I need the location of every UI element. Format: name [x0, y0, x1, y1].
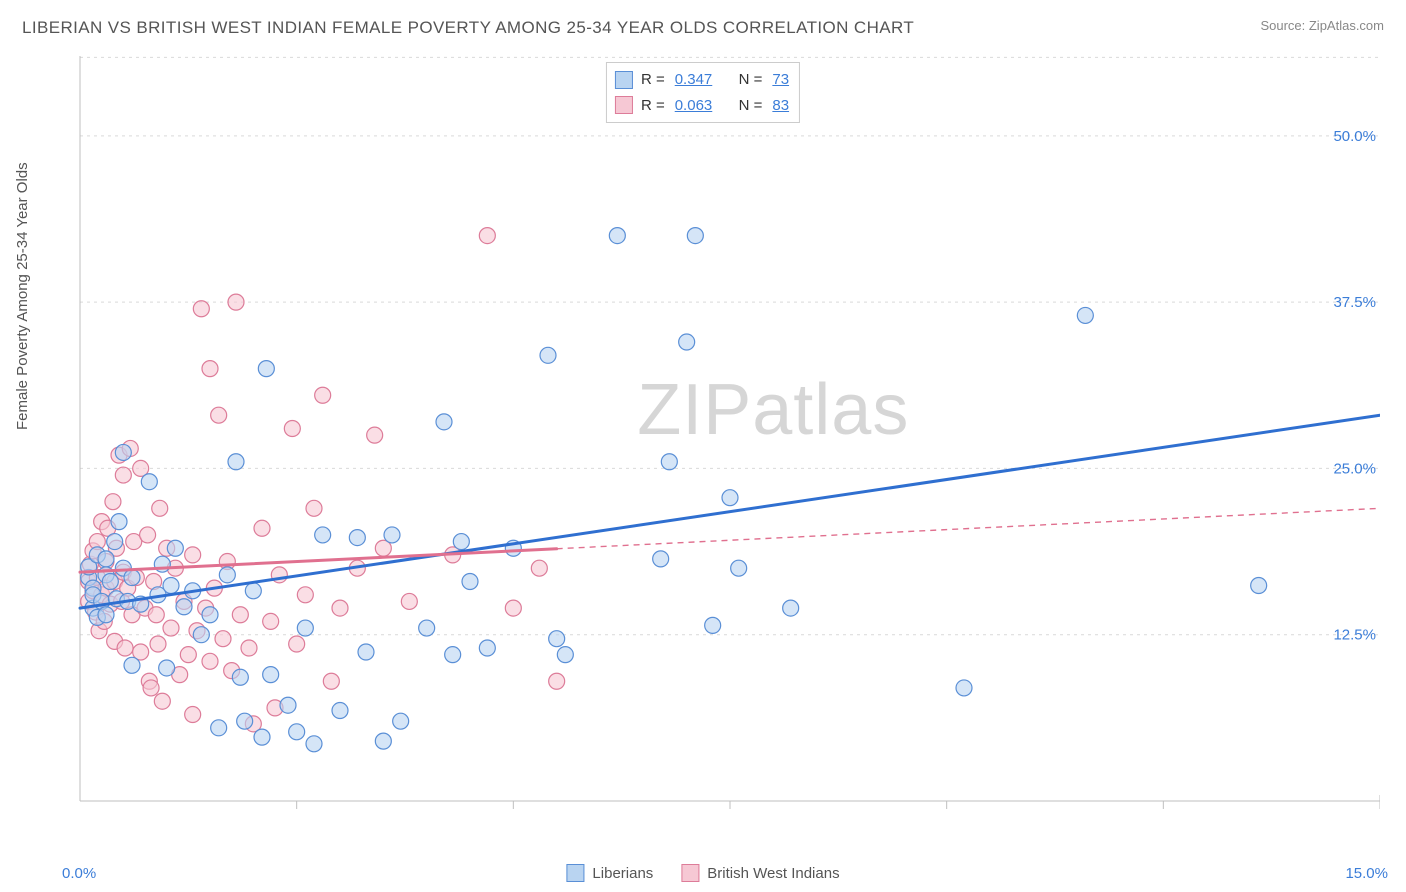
x-min-label: 0.0%	[62, 865, 96, 882]
legend-swatch-1	[681, 864, 699, 882]
n-value-0[interactable]: 73	[772, 67, 789, 93]
n-label: N =	[739, 93, 763, 119]
chart-header: LIBERIAN VS BRITISH WEST INDIAN FEMALE P…	[0, 0, 1406, 38]
stats-row-0: R = 0.347 N = 73	[615, 67, 791, 93]
n-value-1[interactable]: 83	[772, 93, 789, 119]
legend-label-1: British West Indians	[707, 865, 839, 882]
chart-source: Source: ZipAtlas.com	[1260, 18, 1384, 33]
y-axis-label: Female Poverty Among 25-34 Year Olds	[14, 162, 31, 430]
legend-item-1[interactable]: British West Indians	[681, 864, 839, 882]
svg-text:50.0%: 50.0%	[1333, 128, 1376, 145]
swatch-pink	[615, 96, 633, 114]
legend-label-0: Liberians	[592, 865, 653, 882]
legend-swatch-0	[566, 864, 584, 882]
svg-text:37.5%: 37.5%	[1333, 294, 1376, 311]
stats-legend: R = 0.347 N = 73 R = 0.063 N = 83	[606, 62, 800, 123]
chart-container: LIBERIAN VS BRITISH WEST INDIAN FEMALE P…	[0, 0, 1406, 892]
chart-title: LIBERIAN VS BRITISH WEST INDIAN FEMALE P…	[22, 18, 914, 38]
legend-item-0[interactable]: Liberians	[566, 864, 653, 882]
r-label: R =	[641, 67, 665, 93]
n-label: N =	[739, 67, 763, 93]
r-value-1[interactable]: 0.063	[675, 93, 713, 119]
swatch-blue	[615, 71, 633, 89]
source-prefix: Source:	[1260, 18, 1308, 33]
scatter-plot: 12.5% 25.0% 37.5% 50.0%	[60, 56, 1380, 826]
r-value-0[interactable]: 0.347	[675, 67, 713, 93]
x-max-label: 15.0%	[1345, 865, 1388, 882]
series-legend: Liberians British West Indians	[566, 864, 839, 882]
r-label: R =	[641, 93, 665, 119]
svg-text:25.0%: 25.0%	[1333, 460, 1376, 477]
source-link[interactable]: ZipAtlas.com	[1309, 18, 1384, 33]
stats-row-1: R = 0.063 N = 83	[615, 93, 791, 119]
svg-text:12.5%: 12.5%	[1333, 627, 1376, 644]
